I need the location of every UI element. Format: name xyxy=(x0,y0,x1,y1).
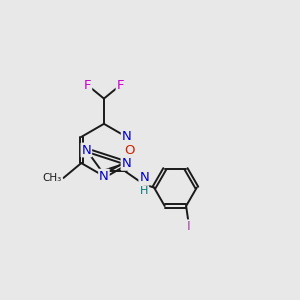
Text: N: N xyxy=(139,172,149,184)
Text: N: N xyxy=(122,157,131,169)
Text: N: N xyxy=(122,157,131,169)
Text: N: N xyxy=(82,143,91,157)
Text: H: H xyxy=(140,186,148,196)
Text: F: F xyxy=(84,79,91,92)
Text: F: F xyxy=(116,79,124,92)
Text: N: N xyxy=(122,130,131,143)
Text: O: O xyxy=(124,144,135,157)
Text: CH₃: CH₃ xyxy=(43,173,62,183)
Text: I: I xyxy=(187,220,190,233)
Text: N: N xyxy=(99,170,109,183)
